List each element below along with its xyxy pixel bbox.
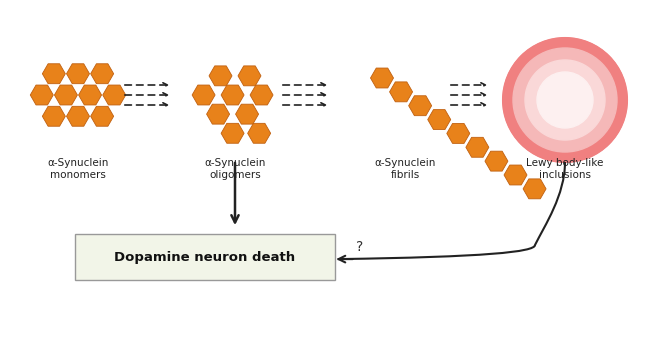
Circle shape bbox=[537, 72, 593, 128]
Circle shape bbox=[525, 60, 605, 140]
Polygon shape bbox=[523, 179, 546, 199]
Polygon shape bbox=[485, 151, 508, 171]
Polygon shape bbox=[250, 85, 273, 105]
Polygon shape bbox=[54, 85, 77, 105]
Polygon shape bbox=[43, 64, 66, 84]
Polygon shape bbox=[30, 85, 53, 105]
Polygon shape bbox=[504, 165, 527, 185]
Circle shape bbox=[503, 38, 627, 162]
Text: α-Synuclein
monomers: α-Synuclein monomers bbox=[47, 158, 109, 180]
Polygon shape bbox=[79, 85, 102, 105]
Polygon shape bbox=[371, 68, 394, 88]
Polygon shape bbox=[447, 124, 470, 144]
FancyBboxPatch shape bbox=[75, 234, 335, 280]
Polygon shape bbox=[206, 104, 230, 124]
Text: α-Synuclein
fibrils: α-Synuclein fibrils bbox=[374, 158, 436, 180]
Polygon shape bbox=[390, 82, 413, 102]
Polygon shape bbox=[67, 106, 90, 126]
Text: Dopamine neuron death: Dopamine neuron death bbox=[115, 251, 295, 264]
Polygon shape bbox=[428, 110, 451, 130]
Polygon shape bbox=[209, 66, 232, 86]
Polygon shape bbox=[248, 123, 271, 143]
Polygon shape bbox=[238, 66, 261, 86]
Polygon shape bbox=[236, 104, 259, 124]
Text: ?: ? bbox=[356, 240, 363, 254]
Polygon shape bbox=[43, 106, 66, 126]
Polygon shape bbox=[466, 137, 489, 157]
Text: α-Synuclein
oligomers: α-Synuclein oligomers bbox=[204, 158, 266, 180]
Polygon shape bbox=[192, 85, 215, 105]
Text: Lewy body-like
inclusions: Lewy body-like inclusions bbox=[527, 158, 604, 180]
Polygon shape bbox=[103, 85, 126, 105]
Polygon shape bbox=[221, 123, 244, 143]
Polygon shape bbox=[409, 96, 432, 116]
Polygon shape bbox=[90, 106, 114, 126]
Polygon shape bbox=[67, 64, 90, 84]
Polygon shape bbox=[221, 85, 244, 105]
Polygon shape bbox=[90, 64, 114, 84]
Circle shape bbox=[513, 48, 617, 152]
